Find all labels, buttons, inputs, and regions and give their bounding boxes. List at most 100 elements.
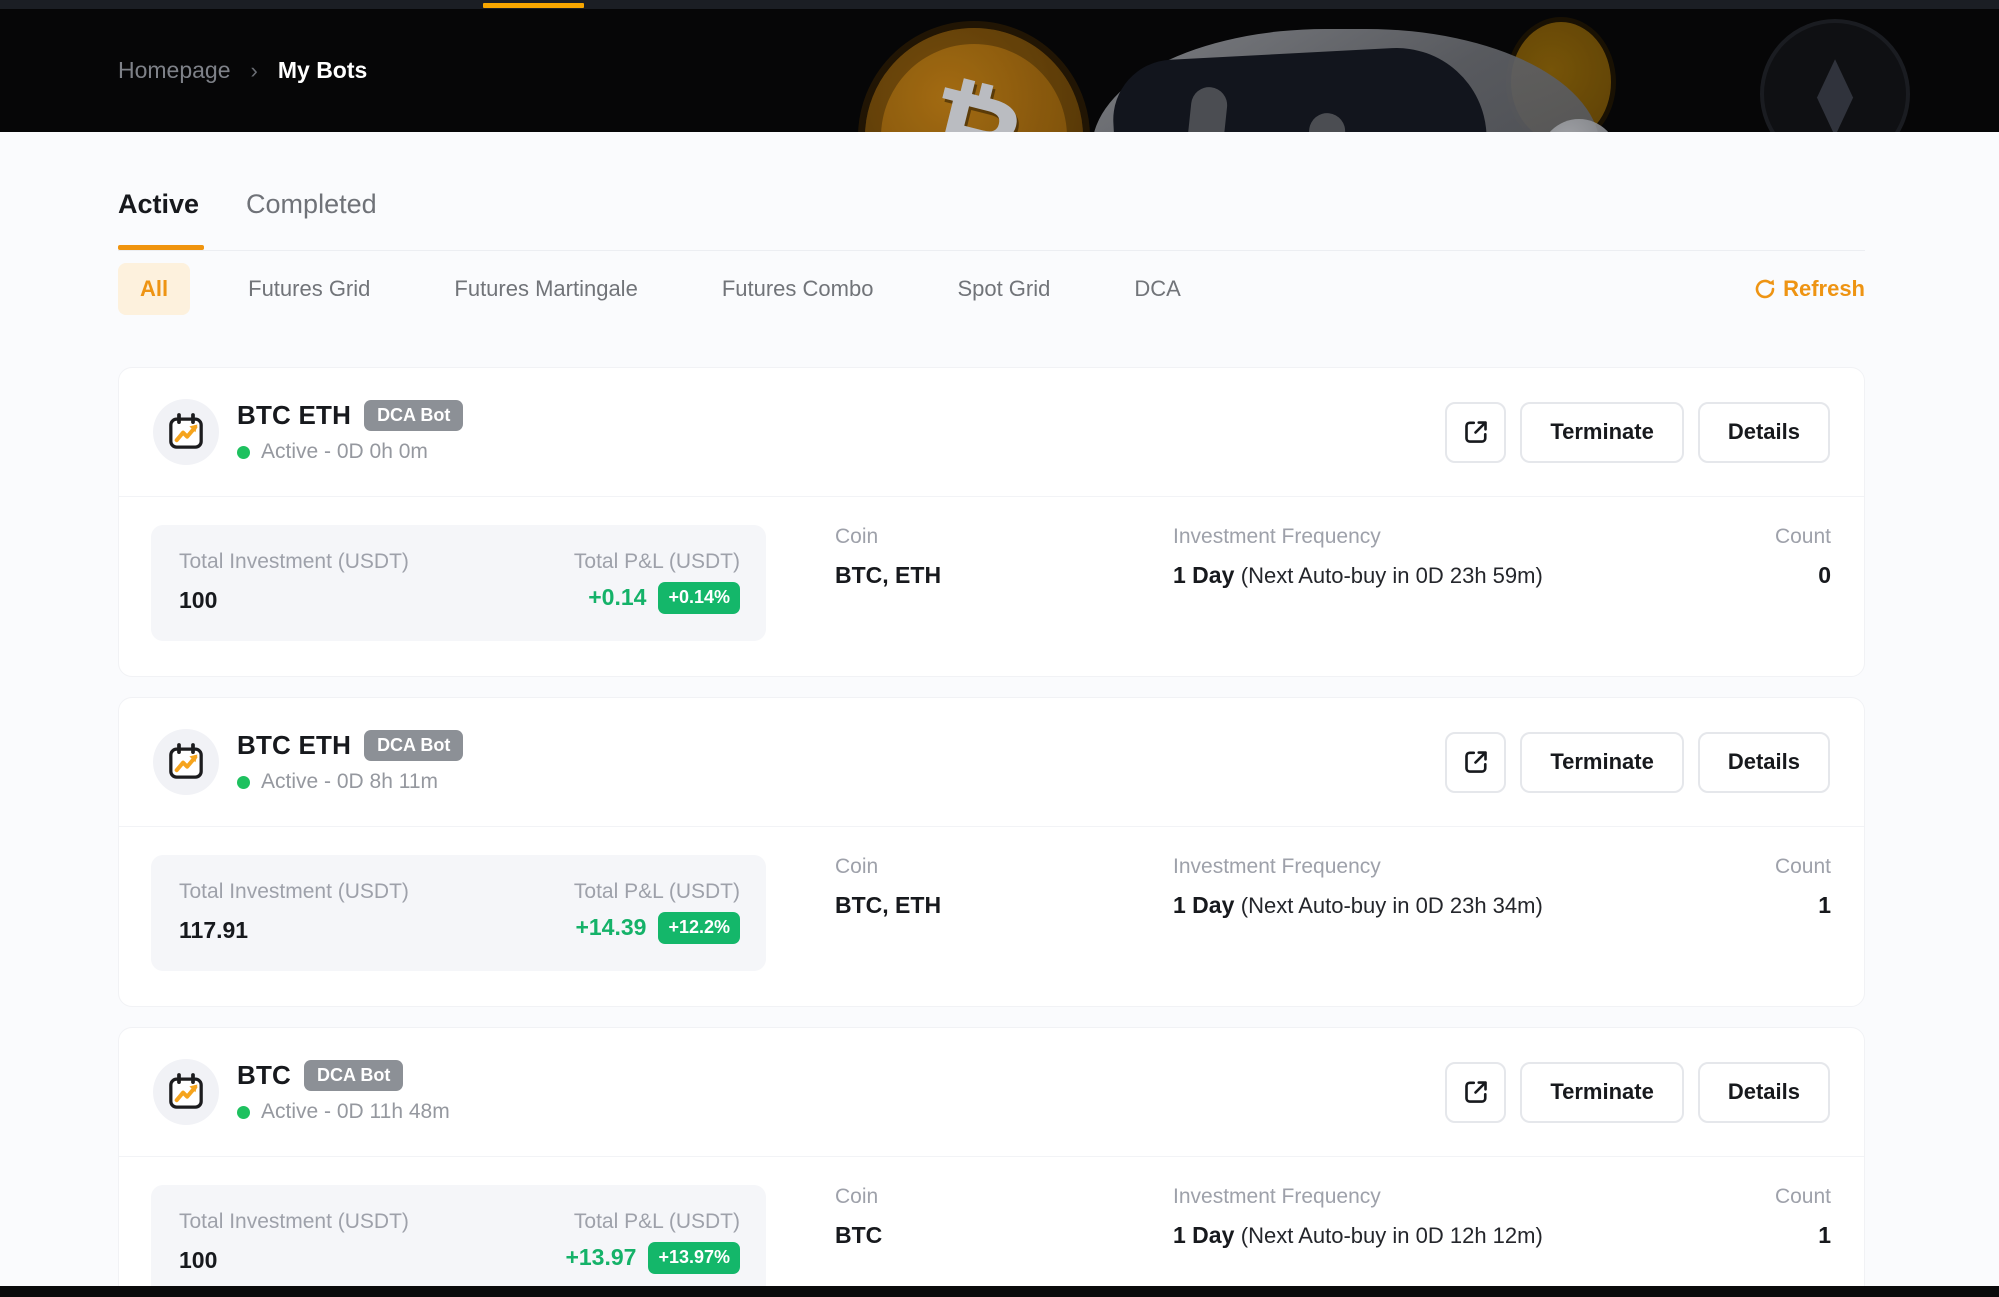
count-stat: Count 1 bbox=[1761, 855, 1831, 919]
refresh-icon bbox=[1755, 279, 1775, 299]
coin-stat: Coin BTC, ETH bbox=[835, 525, 1173, 589]
share-button[interactable] bbox=[1445, 401, 1507, 463]
total-pnl-label: Total P&L (USDT) bbox=[573, 550, 740, 573]
total-pnl-stat: Total P&L (USDT) +14.39 +12.2% bbox=[574, 880, 740, 944]
nav-active-tab-indicator bbox=[483, 3, 584, 8]
coin-value: BTC, ETH bbox=[835, 892, 942, 918]
tabs-divider bbox=[118, 250, 1865, 251]
frequency-value: 1 Day bbox=[1173, 1222, 1235, 1248]
filter-futures-combo[interactable]: Futures Combo bbox=[721, 276, 874, 301]
bot-status-text: Active - 0D 8h 11m bbox=[261, 770, 439, 793]
dca-bot-avatar bbox=[153, 399, 219, 465]
bot-card: BTC ETH DCA Bot Active - 0D 0h 0m Termin… bbox=[118, 367, 1865, 677]
bot-status: Active - 0D 0h 0m bbox=[237, 440, 463, 464]
chevron-right-icon: › bbox=[250, 57, 258, 83]
count-stat: Count 1 bbox=[1761, 1185, 1831, 1249]
investment-pnl-box: Total Investment (USDT) 117.91 Total P&L… bbox=[151, 855, 766, 971]
count-value: 1 bbox=[1818, 892, 1831, 918]
filter-futures-grid[interactable]: Futures Grid bbox=[248, 276, 371, 301]
total-pnl-value: +14.39 bbox=[575, 914, 647, 941]
coin-value: BTC, ETH bbox=[835, 562, 942, 588]
next-auto-buy-text: (Next Auto-buy in 0D 23h 34m) bbox=[1240, 893, 1543, 918]
coin-value: BTC bbox=[835, 1222, 883, 1248]
bot-name: BTC bbox=[237, 1060, 292, 1090]
external-link-icon bbox=[1465, 1081, 1487, 1103]
ethereum-coin-illustration: ⧫ bbox=[1760, 19, 1910, 132]
total-pnl-stat: Total P&L (USDT) +0.14 +0.14% bbox=[574, 550, 740, 614]
coin-label: Coin bbox=[835, 855, 879, 878]
bot-meta: BTC ETH DCA Bot Active - 0D 8h 11m bbox=[237, 730, 464, 794]
investment-frequency-stat: Investment Frequency 1 Day (Next Auto-bu… bbox=[1173, 855, 1761, 919]
terminate-button[interactable]: Terminate bbox=[1520, 731, 1684, 793]
filter-all[interactable]: All bbox=[118, 263, 191, 315]
filter-futures-martingale[interactable]: Futures Martingale bbox=[454, 276, 638, 301]
frequency-value: 1 Day bbox=[1173, 892, 1235, 918]
pnl-percent-badge: +13.97% bbox=[648, 1242, 740, 1274]
bot-card-actions: Terminate Details bbox=[1445, 1061, 1830, 1123]
external-link-icon bbox=[1465, 421, 1487, 443]
next-auto-buy-text: (Next Auto-buy in 0D 23h 59m) bbox=[1240, 563, 1543, 588]
filter-dca[interactable]: DCA bbox=[1134, 276, 1181, 301]
bot-card-actions: Terminate Details bbox=[1445, 401, 1830, 463]
bot-stats-row: Total Investment (USDT) 100 Total P&L (U… bbox=[119, 1157, 1864, 1297]
bot-type-badge: DCA Bot bbox=[364, 400, 464, 431]
card-divider bbox=[119, 826, 1864, 827]
dca-calendar-chart-icon bbox=[169, 1073, 203, 1109]
status-dot-icon bbox=[237, 445, 250, 459]
hero-banner: ₿ ⧫ Homepage › My Bots bbox=[0, 9, 1999, 132]
coin-stat: Coin BTC, ETH bbox=[835, 855, 1173, 919]
details-button[interactable]: Details bbox=[1697, 1061, 1830, 1123]
investment-frequency-label: Investment Frequency bbox=[1173, 1185, 1381, 1208]
bot-type-badge: DCA Bot bbox=[364, 730, 464, 761]
bitcoin-icon: ₿ bbox=[911, 61, 1036, 132]
terminate-button[interactable]: Terminate bbox=[1520, 1061, 1684, 1123]
status-dot-icon bbox=[237, 1105, 250, 1119]
count-stat: Count 0 bbox=[1761, 525, 1831, 589]
investment-pnl-box: Total Investment (USDT) 100 Total P&L (U… bbox=[151, 525, 766, 641]
refresh-button[interactable]: Refresh bbox=[1753, 276, 1865, 302]
total-pnl-label: Total P&L (USDT) bbox=[573, 880, 740, 903]
total-investment-value: 117.91 bbox=[179, 917, 249, 943]
total-investment-label: Total Investment (USDT) bbox=[179, 880, 409, 903]
count-label: Count bbox=[1774, 525, 1831, 548]
dca-calendar-chart-icon bbox=[169, 743, 203, 779]
count-value: 0 bbox=[1818, 562, 1831, 588]
bitcoin-coin-illustration: ₿ bbox=[858, 21, 1090, 132]
bot-name: BTC ETH bbox=[237, 730, 352, 760]
bot-meta: BTC DCA Bot Active - 0D 11h 48m bbox=[237, 1060, 450, 1124]
share-button[interactable] bbox=[1445, 731, 1507, 793]
terminate-button[interactable]: Terminate bbox=[1520, 401, 1684, 463]
bot-status-text: Active - 0D 11h 48m bbox=[261, 1100, 450, 1123]
filter-spot-grid[interactable]: Spot Grid bbox=[957, 276, 1051, 301]
tab-active[interactable]: Active bbox=[118, 189, 205, 250]
dca-bot-avatar bbox=[153, 729, 219, 795]
card-divider bbox=[119, 1156, 1864, 1157]
count-label: Count bbox=[1774, 855, 1831, 878]
details-button[interactable]: Details bbox=[1697, 401, 1830, 463]
count-value: 1 bbox=[1818, 1222, 1831, 1248]
ethereum-icon: ⧫ bbox=[1816, 52, 1854, 132]
count-label: Count bbox=[1774, 1185, 1831, 1208]
total-investment-label: Total Investment (USDT) bbox=[179, 550, 409, 573]
total-investment-stat: Total Investment (USDT) 100 bbox=[179, 550, 409, 614]
breadcrumb: Homepage › My Bots bbox=[118, 57, 367, 84]
share-button[interactable] bbox=[1445, 1061, 1507, 1123]
breadcrumb-current-page: My Bots bbox=[277, 57, 368, 83]
bot-type-badge: DCA Bot bbox=[304, 1060, 404, 1091]
bot-card-actions: Terminate Details bbox=[1445, 731, 1830, 793]
dca-bot-avatar bbox=[153, 1059, 219, 1125]
bot-status: Active - 0D 11h 48m bbox=[237, 1100, 450, 1124]
bot-type-filters: All Futures Grid Futures Martingale Futu… bbox=[118, 258, 1865, 320]
total-pnl-label: Total P&L (USDT) bbox=[573, 1210, 740, 1233]
tab-completed[interactable]: Completed bbox=[246, 189, 377, 219]
investment-frequency-label: Investment Frequency bbox=[1173, 525, 1381, 548]
bot-card-list: BTC ETH DCA Bot Active - 0D 0h 0m Termin… bbox=[118, 367, 1865, 1297]
bot-meta: BTC ETH DCA Bot Active - 0D 0h 0m bbox=[237, 400, 464, 464]
bot-card: BTC DCA Bot Active - 0D 11h 48m Terminat… bbox=[118, 1027, 1865, 1297]
coin-label: Coin bbox=[835, 525, 879, 548]
coin-stat: Coin BTC bbox=[835, 1185, 1173, 1249]
breadcrumb-homepage-link[interactable]: Homepage bbox=[118, 57, 231, 83]
refresh-label: Refresh bbox=[1783, 276, 1865, 301]
total-pnl-value: +0.14 bbox=[588, 584, 647, 611]
details-button[interactable]: Details bbox=[1697, 731, 1830, 793]
